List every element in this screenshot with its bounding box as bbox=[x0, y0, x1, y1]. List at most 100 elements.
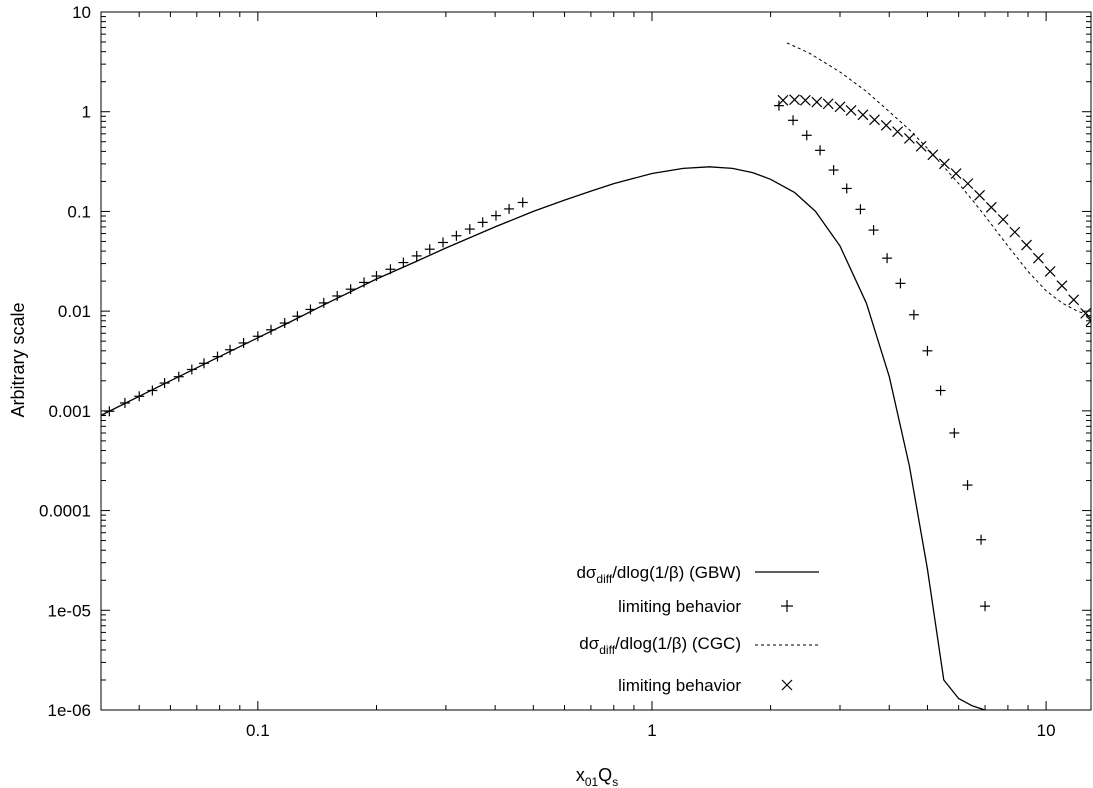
legend-swatch-plus bbox=[781, 600, 793, 612]
data-point-plus bbox=[464, 224, 475, 235]
data-point-plus bbox=[318, 297, 329, 308]
data-point-plus bbox=[490, 210, 501, 221]
data-point-plus bbox=[266, 324, 277, 335]
data-point-cross bbox=[903, 132, 915, 144]
y-tick-label: 0.0001 bbox=[39, 502, 91, 521]
legend-swatch-cross bbox=[781, 679, 793, 691]
data-point-plus bbox=[371, 271, 382, 282]
data-point-cross bbox=[938, 158, 950, 170]
data-point-cross bbox=[974, 189, 985, 201]
data-point-plus bbox=[895, 278, 906, 289]
data-point-cross bbox=[997, 214, 1009, 225]
data-point-plus bbox=[841, 183, 852, 194]
series-group bbox=[101, 42, 1091, 710]
data-point-plus bbox=[119, 397, 130, 408]
data-point-plus bbox=[438, 237, 449, 248]
legend-label-gbw-limit: limiting behavior bbox=[618, 597, 741, 616]
legend-label-cgc-limit: limiting behavior bbox=[618, 676, 741, 695]
y-tick-label: 1 bbox=[82, 103, 91, 122]
y-tick-label: 10 bbox=[72, 3, 91, 22]
data-point-plus bbox=[773, 100, 784, 111]
data-point-plus bbox=[882, 253, 893, 264]
data-point-plus bbox=[212, 351, 223, 362]
legend: dσdiff/dlog(1/β) (GBW) limiting behavior… bbox=[576, 563, 819, 695]
data-point-plus bbox=[173, 371, 184, 382]
data-point-plus bbox=[922, 345, 933, 356]
y-tick-label: 1e-06 bbox=[48, 701, 91, 720]
data-point-plus bbox=[949, 427, 960, 438]
data-point-cross bbox=[1056, 280, 1068, 292]
data-point-plus bbox=[477, 217, 488, 228]
x-tick-label: 1 bbox=[647, 721, 656, 740]
data-point-plus bbox=[292, 311, 303, 322]
plot-frame bbox=[100, 11, 1092, 711]
data-point-cross bbox=[1068, 294, 1080, 306]
data-point-plus bbox=[855, 204, 866, 215]
data-point-plus bbox=[801, 130, 812, 141]
data-point-plus bbox=[332, 290, 343, 301]
x-tick-label: 0.1 bbox=[246, 721, 270, 740]
data-point-plus bbox=[279, 318, 290, 329]
data-point-plus bbox=[359, 277, 370, 288]
data-point-cross bbox=[845, 105, 857, 116]
data-point-cross bbox=[962, 178, 974, 190]
data-point-cross bbox=[822, 98, 834, 110]
data-point-cross bbox=[1080, 307, 1091, 319]
x-tick-label: 10 bbox=[1037, 721, 1056, 740]
data-point-plus bbox=[962, 480, 973, 491]
legend-label-gbw: dσdiff/dlog(1/β) (GBW) bbox=[576, 563, 741, 586]
data-point-cross bbox=[880, 119, 892, 131]
data-point-plus bbox=[908, 309, 919, 320]
data-point-plus bbox=[398, 257, 409, 268]
data-point-cross bbox=[985, 201, 997, 213]
data-point-plus bbox=[788, 115, 799, 126]
data-point-cross bbox=[811, 96, 823, 108]
y-axis-title: Arbitrary scale bbox=[8, 302, 28, 417]
series-line-2 bbox=[786, 42, 1091, 317]
data-point-plus bbox=[815, 145, 826, 156]
data-point-plus bbox=[198, 358, 209, 369]
y-tick-label: 0.01 bbox=[58, 302, 91, 321]
data-point-plus bbox=[868, 225, 879, 236]
data-point-plus bbox=[935, 385, 946, 396]
data-point-cross bbox=[950, 168, 962, 179]
y-tick-label: 0.1 bbox=[67, 202, 91, 221]
data-point-plus bbox=[101, 410, 106, 421]
data-point-plus bbox=[451, 230, 462, 241]
data-point-plus bbox=[104, 406, 115, 417]
data-point-plus bbox=[385, 264, 396, 275]
data-point-cross bbox=[799, 94, 811, 106]
data-point-plus bbox=[517, 197, 528, 208]
data-point-cross bbox=[857, 109, 869, 121]
data-point-plus bbox=[147, 385, 158, 396]
data-point-plus bbox=[252, 331, 263, 342]
data-point-plus bbox=[424, 244, 435, 255]
data-point-plus bbox=[411, 250, 422, 261]
data-point-plus bbox=[134, 391, 145, 402]
data-point-cross bbox=[1032, 252, 1044, 264]
data-point-cross bbox=[1044, 266, 1056, 277]
legend-label-cgc: dσdiff/dlog(1/β) (CGC) bbox=[579, 634, 741, 657]
data-point-plus bbox=[225, 344, 236, 355]
data-point-plus bbox=[976, 534, 987, 545]
data-point-cross bbox=[789, 94, 800, 106]
data-point-cross bbox=[892, 126, 904, 138]
data-point-cross bbox=[869, 114, 880, 126]
series-line-0 bbox=[101, 166, 986, 710]
data-point-plus bbox=[828, 165, 839, 176]
data-point-cross bbox=[1009, 226, 1021, 238]
data-point-plus bbox=[504, 203, 515, 214]
data-point-plus bbox=[980, 601, 991, 612]
data-point-plus bbox=[159, 378, 170, 389]
data-point-cross bbox=[915, 140, 927, 152]
data-point-cross bbox=[1021, 239, 1032, 251]
y-tick-label: 1e-05 bbox=[48, 601, 91, 620]
x-axis-title: x01Qs bbox=[576, 765, 618, 788]
data-point-cross bbox=[1085, 315, 1091, 327]
data-point-plus bbox=[345, 284, 356, 295]
data-point-cross bbox=[927, 149, 939, 161]
series-layer bbox=[101, 42, 1091, 710]
data-point-cross bbox=[834, 101, 846, 113]
ticks-layer: 1e-06 1e-05 0.0001 0.001 0.01 0.1 1 10 0.1 1 10 bbox=[39, 3, 1091, 740]
